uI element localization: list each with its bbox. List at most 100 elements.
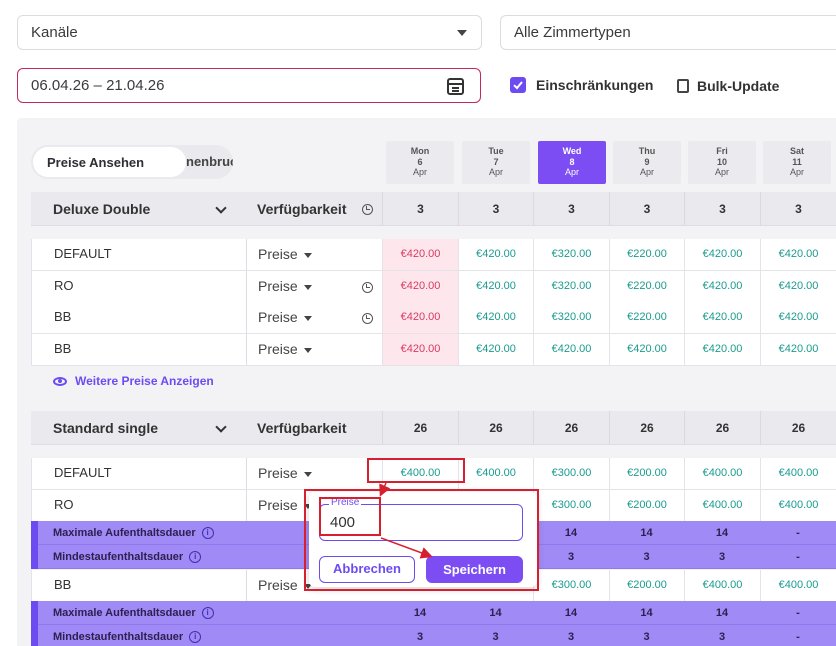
price-cell[interactable]: €200.00 — [609, 458, 684, 489]
price-cell[interactable]: €420.00 — [684, 334, 760, 365]
price-cell[interactable]: €420.00 — [382, 239, 458, 270]
price-cell[interactable]: €400.00 — [760, 570, 836, 601]
price-cell[interactable]: €220.00 — [609, 239, 684, 270]
price-cell[interactable]: €400.00 — [760, 458, 836, 489]
restriction-cell[interactable]: - — [796, 607, 800, 619]
price-cell[interactable]: €420.00 — [760, 302, 836, 333]
price-cell[interactable]: €420.00 — [609, 334, 684, 365]
checkbox-checked-icon[interactable] — [510, 77, 526, 93]
availability-cell[interactable]: 3 — [382, 192, 458, 226]
restriction-cell[interactable]: 3 — [643, 551, 650, 563]
availability-cell[interactable]: 26 — [533, 411, 609, 445]
price-cell[interactable]: €200.00 — [609, 570, 684, 601]
restriction-cell[interactable]: 14 — [564, 607, 578, 619]
view-toggle-prices[interactable]: Preise Ansehen — [33, 147, 186, 177]
price-cell[interactable]: €420.00 — [382, 334, 458, 365]
price-type-select[interactable]: Preise — [258, 334, 312, 364]
chevron-down-icon[interactable] — [215, 421, 227, 433]
restriction-cell[interactable]: - — [796, 631, 800, 643]
restriction-cell[interactable]: 14 — [489, 607, 502, 619]
channels-select[interactable]: Kanäle — [17, 15, 482, 50]
price-cell[interactable]: €300.00 — [533, 490, 609, 521]
price-cell[interactable]: €420.00 — [684, 271, 760, 302]
restriction-cell[interactable]: 14 — [715, 607, 729, 619]
restriction-cell[interactable]: 14 — [715, 527, 729, 539]
price-cell[interactable]: €420.00 — [458, 334, 533, 365]
info-icon[interactable]: i — [189, 631, 202, 643]
price-cell[interactable]: €420.00 — [458, 239, 533, 270]
price-cell[interactable]: €320.00 — [533, 239, 609, 270]
restrictions-toggle[interactable]: Einschränkungen — [510, 77, 653, 93]
price-cell[interactable]: €420.00 — [382, 271, 458, 302]
price-cell[interactable]: €320.00 — [533, 271, 609, 302]
availability-cell[interactable]: 3 — [760, 192, 836, 226]
restriction-cell[interactable]: 3 — [718, 551, 726, 563]
history-icon[interactable] — [362, 313, 373, 324]
availability-cell[interactable]: 3 — [684, 192, 760, 226]
bulk-update-button[interactable]: Bulk-Update — [677, 78, 779, 94]
availability-cell[interactable]: 3 — [458, 192, 533, 226]
price-cell[interactable]: €420.00 — [533, 334, 609, 365]
date-range-field[interactable]: 06.04.26 – 21.04.26 — [17, 68, 481, 103]
price-cell[interactable]: €300.00 — [533, 570, 609, 601]
availability-cell[interactable]: 26 — [684, 411, 760, 445]
price-cell[interactable]: €400.00 — [382, 458, 458, 489]
price-cell[interactable]: €400.00 — [760, 490, 836, 521]
chevron-down-icon[interactable] — [215, 202, 227, 214]
view-toggle-other[interactable]: nenbruch — [186, 154, 233, 169]
restriction-cell[interactable]: 14 — [413, 607, 427, 619]
restriction-cell[interactable]: - — [796, 527, 800, 539]
price-cell[interactable]: €420.00 — [760, 239, 836, 270]
restriction-cell[interactable]: 14 — [640, 607, 653, 619]
restriction-cell[interactable]: 3 — [643, 631, 650, 643]
price-cell[interactable]: €400.00 — [684, 458, 760, 489]
availability-cell[interactable]: 26 — [458, 411, 533, 445]
availability-cell[interactable]: 26 — [609, 411, 684, 445]
price-type-select[interactable]: Preise — [258, 271, 312, 301]
price-cell[interactable]: €420.00 — [458, 302, 533, 333]
room-types-select[interactable]: Alle Zimmertypen — [500, 15, 836, 50]
history-icon[interactable] — [362, 204, 373, 215]
price-type-select[interactable]: Preise — [258, 490, 312, 520]
history-icon[interactable] — [362, 282, 373, 293]
info-icon[interactable]: i — [201, 607, 214, 619]
save-button[interactable]: Speichern — [426, 556, 523, 583]
restriction-cell[interactable]: 14 — [564, 527, 578, 539]
price-input[interactable] — [330, 514, 480, 531]
price-type-select[interactable]: Preise — [258, 239, 312, 269]
restriction-cell[interactable]: 14 — [640, 527, 653, 539]
price-cell[interactable]: €400.00 — [684, 570, 760, 601]
view-toggle[interactable]: Preise Ansehen nenbruch — [31, 145, 233, 179]
calendar-icon[interactable] — [447, 78, 464, 95]
restriction-cell[interactable]: 3 — [567, 551, 575, 563]
restriction-cell[interactable]: - — [796, 551, 800, 563]
price-cell[interactable]: €220.00 — [609, 271, 684, 302]
price-cell[interactable]: €300.00 — [533, 458, 609, 489]
price-cell[interactable]: €420.00 — [684, 302, 760, 333]
availability-cell[interactable]: 3 — [533, 192, 609, 226]
availability-cell[interactable]: 26 — [382, 411, 458, 445]
info-icon[interactable]: i — [201, 527, 214, 539]
price-cell[interactable]: €200.00 — [609, 490, 684, 521]
availability-cell[interactable]: 3 — [609, 192, 684, 226]
restriction-cell[interactable]: 3 — [416, 631, 424, 643]
price-cell[interactable]: €420.00 — [760, 271, 836, 302]
more-prices-link[interactable]: Weitere Preise Anzeigen — [53, 374, 214, 388]
availability-cell[interactable]: 26 — [760, 411, 836, 445]
price-type-select[interactable]: Preise — [258, 302, 312, 332]
info-icon[interactable]: i — [189, 551, 202, 563]
price-cell[interactable]: €420.00 — [382, 302, 458, 333]
restriction-cell[interactable]: 3 — [492, 631, 499, 643]
restriction-cell[interactable]: 3 — [718, 631, 726, 643]
price-cell[interactable]: €400.00 — [458, 458, 533, 489]
price-cell[interactable]: €420.00 — [760, 334, 836, 365]
price-type-select[interactable]: Preise — [258, 570, 312, 600]
restriction-cell[interactable]: 3 — [567, 631, 575, 643]
price-cell[interactable]: €400.00 — [684, 490, 760, 521]
price-cell[interactable]: €420.00 — [684, 239, 760, 270]
price-cell[interactable]: €220.00 — [609, 302, 684, 333]
cancel-button[interactable]: Abbrechen — [319, 556, 415, 583]
price-cell[interactable]: €320.00 — [533, 302, 609, 333]
price-cell[interactable]: €420.00 — [458, 271, 533, 302]
price-type-select[interactable]: Preise — [258, 458, 312, 488]
